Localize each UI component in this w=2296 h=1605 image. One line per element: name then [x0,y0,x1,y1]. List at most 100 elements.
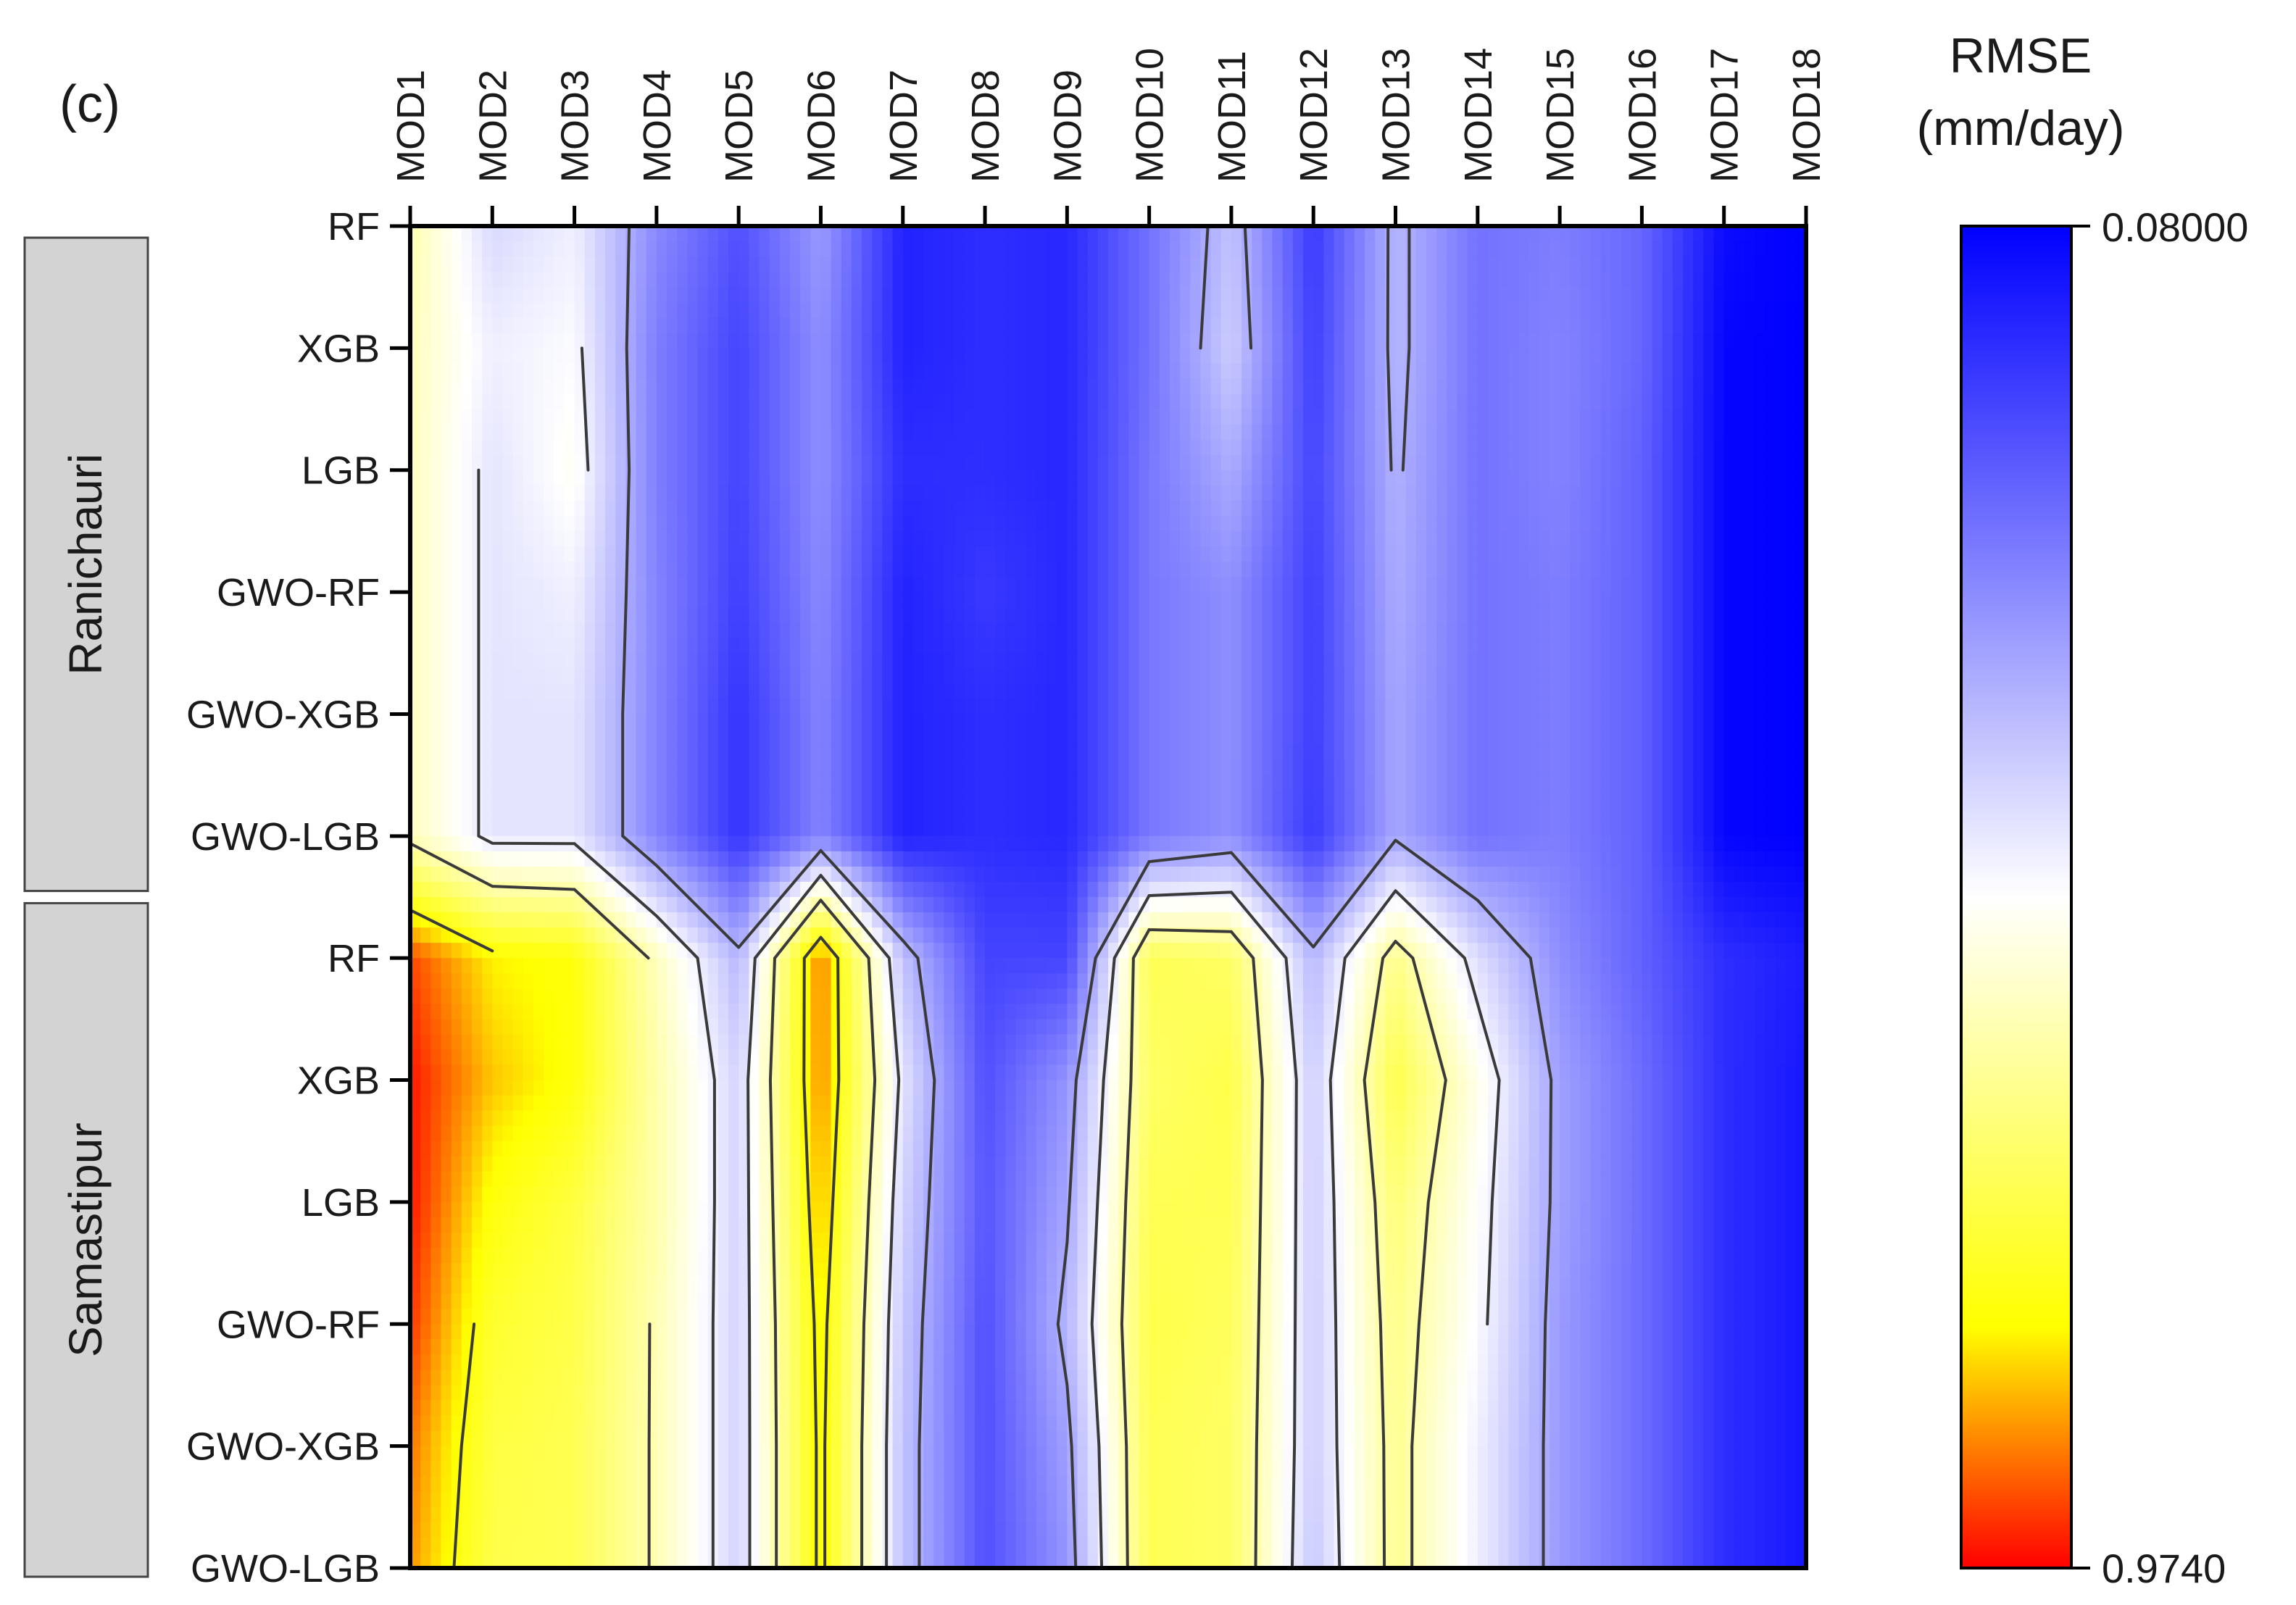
heatmap-cell [1005,287,1017,304]
heatmap-cell [1375,302,1386,319]
heatmap-cell [461,562,473,578]
heatmap-cell [964,424,976,441]
heatmap-cell [1765,226,1776,242]
heatmap-cell [594,546,606,562]
heatmap-cell [1149,714,1160,730]
heatmap-cell [1672,653,1684,670]
heatmap-cell [1755,530,1766,547]
heatmap-cell [1344,577,1355,593]
heatmap-cell [1785,485,1797,501]
heatmap-cell [1231,348,1242,364]
heatmap-cell [1354,287,1365,304]
heatmap-cell [1108,790,1120,806]
heatmap-cell [1108,683,1120,700]
heatmap-cell [1765,378,1776,395]
heatmap-cell [523,485,534,501]
heatmap-cell [1149,668,1160,685]
heatmap-cell [564,530,575,547]
heatmap-cell [759,653,770,670]
heatmap-cell [482,363,494,380]
heatmap-cell [964,485,976,501]
heatmap-cell [995,759,1007,776]
heatmap-cell [1426,699,1438,715]
heatmap-cell [831,744,842,761]
heatmap-cell [779,699,791,715]
heatmap-cell [718,333,729,349]
heatmap-cell [584,302,596,319]
heatmap-cell [1220,699,1232,715]
heatmap-cell [502,302,514,319]
heatmap-cell [461,790,473,806]
heatmap-cell [1375,393,1386,410]
heatmap-cell [1272,226,1284,242]
heatmap-cell [1744,638,1756,654]
heatmap-cell [502,348,514,364]
heatmap-cell [1580,592,1592,609]
heatmap-cell [1795,592,1806,609]
heatmap-cell [1252,622,1263,639]
heatmap-cell [1180,607,1191,624]
heatmap-cell [985,775,997,791]
heatmap-cell [769,577,781,593]
heatmap-cell [461,653,473,670]
heatmap-cell [1487,241,1500,257]
heatmap-cell [718,378,729,395]
heatmap-cell [430,592,442,609]
heatmap-cell [810,790,822,806]
heatmap-cell [985,790,997,806]
heatmap-cell [461,470,473,486]
heatmap-cell [1570,439,1581,456]
heatmap-cell [1703,317,1715,334]
heatmap-cell [1375,622,1386,639]
heatmap-cell [820,485,832,501]
heatmap-cell [1795,607,1806,624]
heatmap-cell [420,272,432,288]
heatmap-cell [1097,775,1109,791]
heatmap-cell [1734,317,1745,334]
heatmap-cell [1631,317,1643,334]
heatmap-cell [1097,409,1109,425]
heatmap-cell [954,226,965,242]
heatmap-cell [1795,317,1806,334]
heatmap-cell [1426,241,1438,257]
heatmap-cell [1560,363,1571,380]
heatmap-cell [831,348,842,364]
heatmap-cell [831,257,842,273]
heatmap-cell [1775,683,1787,700]
heatmap-cell [1015,393,1027,410]
heatmap-cell [1662,546,1673,562]
heatmap-cell [584,272,596,288]
heatmap-cell [1354,638,1365,654]
heatmap-cell [544,302,555,319]
heatmap-cell [523,577,534,593]
heatmap-cell [933,439,945,456]
heatmap-cell [769,424,781,441]
heatmap-cell [912,348,924,364]
heatmap-cell [1323,562,1335,578]
heatmap-cell [554,805,565,822]
heatmap-cell [1621,485,1633,501]
heatmap-cell [1231,530,1242,547]
heatmap-cell [533,714,544,730]
heatmap-cell [1077,226,1089,242]
heatmap-cell [1292,378,1304,395]
heatmap-cell [1057,226,1068,242]
heatmap-cell [1580,699,1592,715]
heatmap-cell [523,790,534,806]
heatmap-cell [985,500,997,517]
heatmap-cell [1487,257,1500,273]
heatmap-cell [862,638,873,654]
heatmap-cell [1723,363,1735,380]
heatmap-cell [1180,759,1191,776]
heatmap-cell [1067,775,1078,791]
heatmap-cell [451,500,462,517]
heatmap-cell [492,348,504,364]
heatmap-cell [1508,530,1520,547]
heatmap-cell [667,683,678,700]
heatmap-cell [862,272,873,288]
heatmap-cell [1734,562,1745,578]
heatmap-cell [1395,668,1407,685]
heatmap-cell [1385,546,1397,562]
heatmap-cell [1180,653,1191,670]
heatmap-cell [902,683,914,700]
